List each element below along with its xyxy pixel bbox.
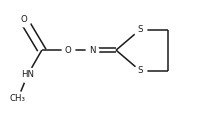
Text: O: O [64, 46, 71, 55]
Text: S: S [137, 25, 143, 34]
Text: O: O [20, 15, 27, 24]
Text: HN: HN [21, 70, 34, 79]
Text: N: N [89, 46, 95, 55]
Text: S: S [137, 66, 143, 75]
Text: CH₃: CH₃ [10, 94, 26, 103]
